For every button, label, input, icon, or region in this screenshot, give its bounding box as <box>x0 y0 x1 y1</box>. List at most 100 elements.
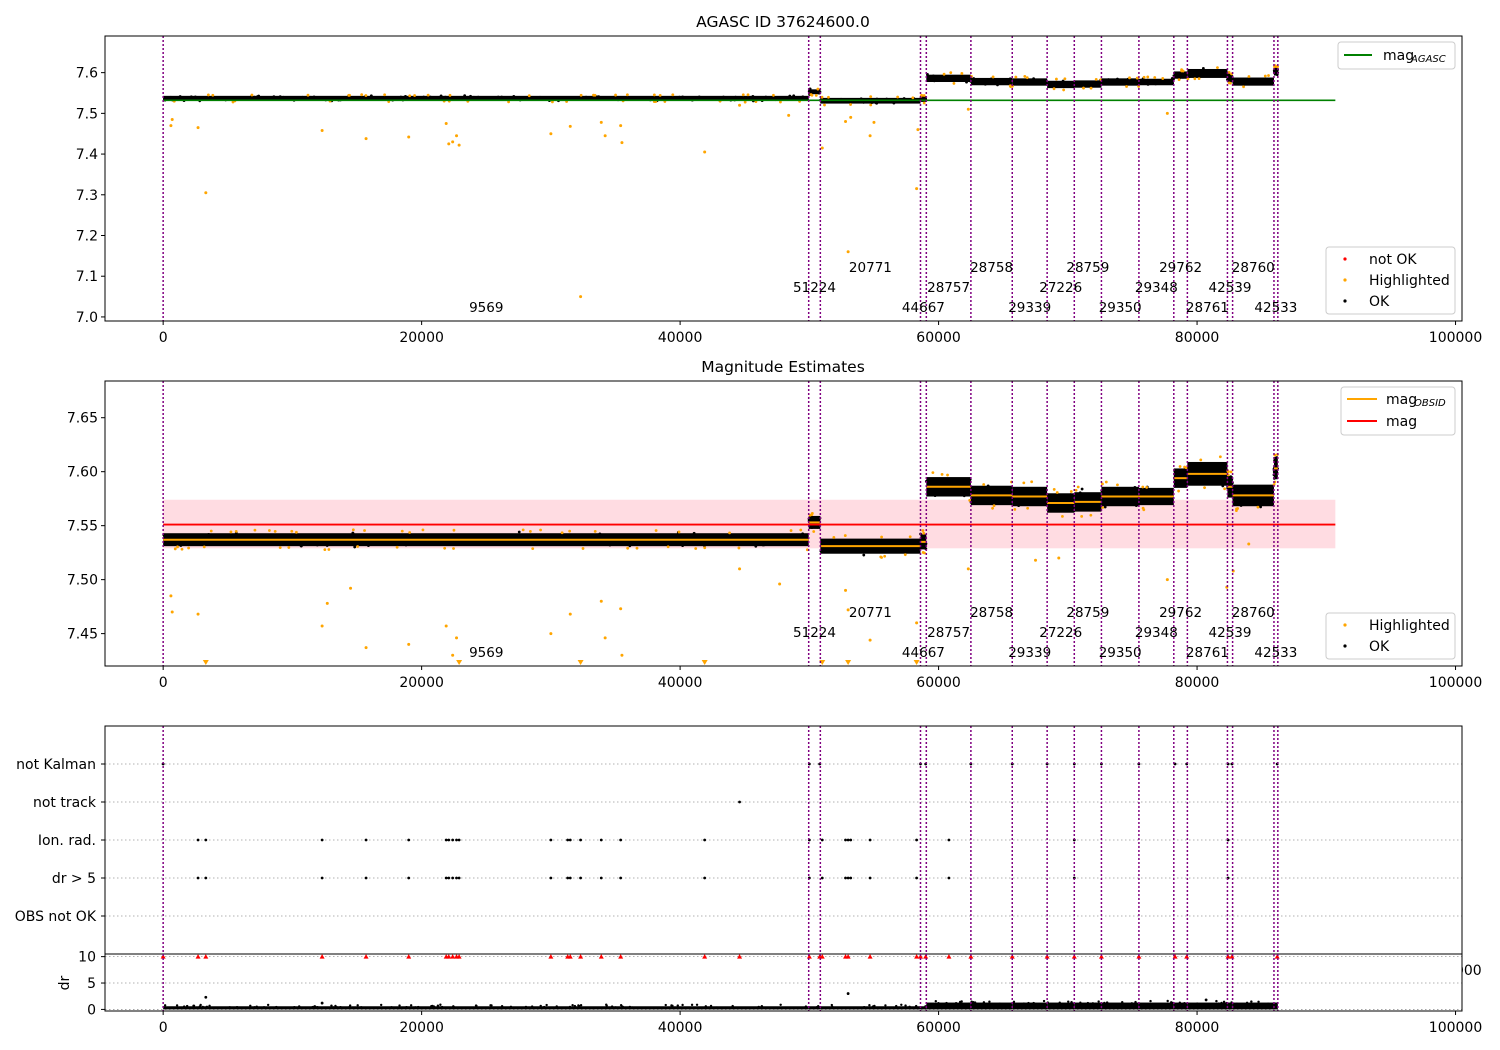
highlighted-point <box>356 545 360 548</box>
ok-point <box>472 95 476 99</box>
highlighted-point <box>1223 487 1227 491</box>
ok-point-band <box>1138 78 1174 86</box>
highlighted-point <box>619 607 623 611</box>
dr-point <box>877 1006 880 1010</box>
ok-point <box>444 536 448 540</box>
dr-point <box>577 1004 580 1007</box>
dr-point <box>390 1006 393 1009</box>
dr-point <box>1266 1002 1270 1005</box>
dr-point <box>1027 1001 1030 1005</box>
obsid-label: 28758 <box>970 260 1013 276</box>
highlighted-point <box>844 588 848 592</box>
ok-point <box>354 96 358 99</box>
highlighted-point <box>827 95 830 99</box>
dr-clipped-marker <box>867 954 873 959</box>
ok-point <box>230 542 233 546</box>
ok-point <box>1188 75 1191 79</box>
ok-point <box>367 544 370 547</box>
dr-point <box>868 1004 871 1007</box>
ok-point <box>709 96 713 99</box>
highlighted-point <box>1153 76 1157 79</box>
ok-point <box>1216 73 1220 77</box>
dr-point <box>1215 999 1218 1003</box>
highlighted-point <box>966 567 970 571</box>
ok-point <box>351 531 355 535</box>
ok-point <box>1144 491 1148 495</box>
ok-point <box>1133 485 1137 489</box>
dr-point <box>871 1005 875 1008</box>
highlighted-point <box>787 113 791 117</box>
ok-point <box>428 95 432 99</box>
dr-point <box>621 1005 625 1009</box>
obsid-label: 28757 <box>927 625 970 641</box>
ok-point <box>1147 79 1151 83</box>
ok-point <box>862 553 866 557</box>
dr-point <box>611 1006 614 1009</box>
dr-point <box>895 1004 898 1008</box>
dr-baseline-band <box>1074 1002 1102 1010</box>
ok-point <box>387 97 391 100</box>
ok-point <box>1215 478 1219 482</box>
highlighted-point <box>1141 485 1145 489</box>
ok-point <box>825 541 829 545</box>
dr-baseline-band <box>1047 1002 1075 1010</box>
dr-point <box>1166 999 1169 1003</box>
dr-point <box>568 1005 572 1009</box>
dr-point <box>1067 1000 1070 1003</box>
highlighted-point <box>413 94 416 97</box>
dr-point <box>198 1005 202 1008</box>
ok-point <box>684 96 688 100</box>
ok-point <box>301 541 305 544</box>
ok-point <box>1067 82 1071 86</box>
ok-point <box>976 500 980 504</box>
highlighted-point <box>1146 75 1150 79</box>
highlighted-point <box>844 120 848 123</box>
flag-label: not Kalman <box>16 757 96 773</box>
y-tick-label: 7.3 <box>76 188 98 204</box>
highlighted-point <box>560 531 564 535</box>
highlighted-point <box>743 100 747 104</box>
highlighted-point <box>816 87 820 91</box>
dr-point <box>1149 1002 1153 1006</box>
ok-point <box>1026 493 1030 497</box>
ok-point <box>516 540 520 544</box>
highlighted-point <box>1184 466 1188 470</box>
highlighted-point <box>599 599 603 603</box>
ok-point <box>322 535 326 539</box>
ok-point <box>864 548 867 552</box>
highlighted-point <box>539 528 542 532</box>
ok-point <box>871 541 875 545</box>
ok-point <box>1055 504 1059 508</box>
y-tick-label: 7.50 <box>67 573 98 589</box>
highlighted-point <box>603 134 607 138</box>
ok-point <box>1200 73 1204 77</box>
dr-point <box>555 1005 558 1008</box>
dr-point <box>313 1005 317 1008</box>
dr-point <box>1184 1002 1187 1006</box>
flag-point <box>619 838 623 842</box>
ok-point <box>551 96 555 100</box>
ok-point <box>1034 78 1038 82</box>
flag-point <box>455 876 458 880</box>
flag-point <box>407 876 411 880</box>
dr-clipped-marker <box>806 954 812 959</box>
obsid-label: 28758 <box>970 605 1013 621</box>
ok-point <box>1116 77 1119 81</box>
ok-point <box>1096 84 1099 88</box>
dr-point <box>690 1003 694 1007</box>
legend-point-label: OK <box>1369 294 1390 310</box>
ok-point <box>709 543 713 547</box>
highlighted-point <box>327 548 331 551</box>
x-tick-label: 100000 <box>1429 675 1482 691</box>
ok-point <box>1008 486 1012 490</box>
highlighted-point <box>1089 86 1093 90</box>
obsid-label: 51224 <box>793 280 836 296</box>
ok-point <box>216 96 220 100</box>
legend-point-label: Highlighted <box>1369 618 1450 634</box>
dr-clipped-marker <box>737 954 743 959</box>
highlighted-point <box>799 528 803 532</box>
dr-point <box>439 1003 442 1006</box>
ok-point <box>908 540 912 544</box>
ok-point <box>193 95 197 99</box>
